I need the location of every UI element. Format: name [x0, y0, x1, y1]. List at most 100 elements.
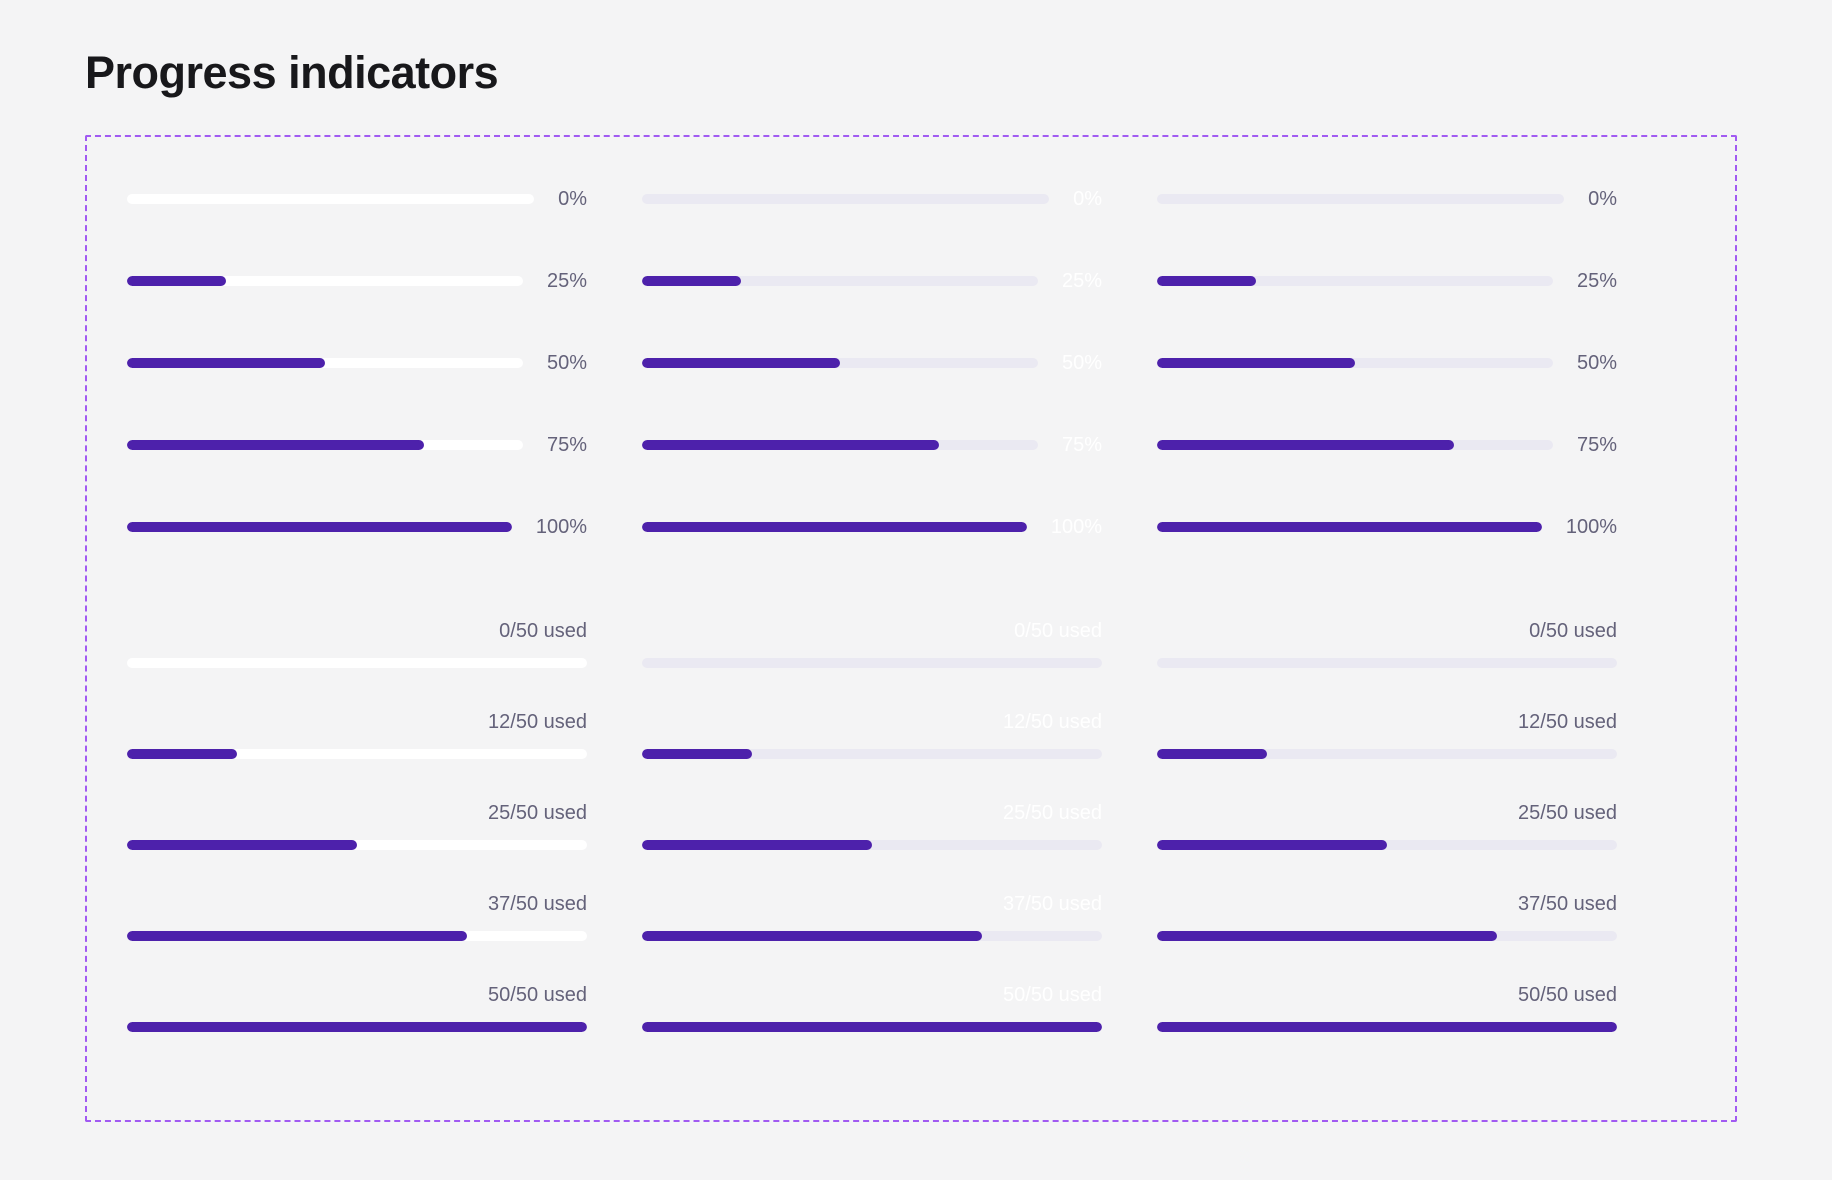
progress-fill: [1157, 358, 1355, 369]
progress-column-white-track-dark-label: 0% 25% 50% 75% 100% 0/50 used 12/50 used 25/50 …: [127, 158, 587, 1033]
progress-fill: [1157, 840, 1387, 851]
page: Progress indicators 0% 25% 50% 75% 100% 0/50 …: [85, 47, 1737, 1123]
progress-percent-label: 50%: [1576, 352, 1617, 375]
progress-fill: [642, 440, 939, 451]
percent-row: 100%: [127, 486, 587, 568]
percent-row: 75%: [642, 404, 1102, 486]
percent-row: 25%: [1157, 240, 1617, 322]
progress-percent-label: 0%: [1588, 188, 1617, 211]
progress-track: [642, 440, 1038, 451]
used-row: 25/50 used: [1157, 800, 1617, 851]
progress-percent-label: 50%: [1061, 352, 1102, 375]
progress-track: [642, 1022, 1102, 1033]
progress-track: [642, 194, 1050, 205]
progress-track: [642, 931, 1102, 942]
progress-track: [1157, 1022, 1617, 1033]
percent-row: 75%: [1157, 404, 1617, 486]
used-row: 50/50 used: [642, 982, 1102, 1033]
percent-row: 75%: [127, 404, 587, 486]
progress-used-label: 0/50 used: [1529, 620, 1617, 643]
percent-row: 0%: [1157, 158, 1617, 240]
progress-track: [127, 440, 523, 451]
progress-used-label: 50/50 used: [1518, 984, 1617, 1007]
progress-percent-label: 25%: [546, 270, 587, 293]
percent-row: 25%: [127, 240, 587, 322]
progress-fill: [642, 358, 840, 369]
percent-row: 50%: [127, 322, 587, 404]
used-row: 0/50 used: [642, 618, 1102, 669]
progress-used-label: 25/50 used: [1003, 802, 1102, 825]
progress-track: [1157, 440, 1553, 451]
progress-track: [642, 276, 1038, 287]
progress-used-label: 12/50 used: [488, 711, 587, 734]
progress-fill: [127, 749, 238, 760]
progress-fill: [642, 931, 983, 942]
progress-fill: [127, 1022, 587, 1033]
progress-percent-label: 75%: [1061, 434, 1102, 457]
progress-track: [1157, 931, 1617, 942]
progress-track: [1157, 840, 1617, 851]
percent-row: 50%: [1157, 322, 1617, 404]
used-row: 37/50 used: [127, 891, 587, 942]
used-row: 12/50 used: [1157, 709, 1617, 760]
progress-fill: [642, 276, 741, 287]
progress-percent-label: 0%: [1073, 188, 1102, 211]
progress-track: [642, 658, 1102, 669]
used-section: 0/50 used 12/50 used 25/50 used 37/50 used 5…: [127, 618, 587, 1033]
percent-row: 0%: [127, 158, 587, 240]
progress-used-label: 12/50 used: [1003, 711, 1102, 734]
progress-track: [642, 749, 1102, 760]
progress-fill: [1157, 276, 1256, 287]
progress-fill: [127, 840, 357, 851]
progress-percent-label: 100%: [1565, 516, 1617, 539]
page-title: Progress indicators: [85, 47, 499, 98]
progress-fill: [1157, 1022, 1617, 1033]
used-row: 50/50 used: [1157, 982, 1617, 1033]
progress-used-label: 37/50 used: [488, 893, 587, 916]
progress-track: [1157, 358, 1553, 369]
progress-track: [1157, 749, 1617, 760]
used-row: 37/50 used: [1157, 891, 1617, 942]
variants-board: 0% 25% 50% 75% 100% 0/50 used 12/50 used 25/50 …: [85, 135, 1737, 1123]
progress-percent-label: 100%: [535, 516, 587, 539]
progress-column-lavender-track-light-label: 0% 25% 50% 75% 100% 0/50 used 12/50 used 25/50 …: [642, 158, 1102, 1033]
progress-track: [127, 931, 587, 942]
progress-fill: [127, 276, 226, 287]
progress-fill: [642, 1022, 1102, 1033]
progress-fill: [1157, 522, 1542, 533]
used-row: 0/50 used: [127, 618, 587, 669]
progress-used-label: 25/50 used: [1518, 802, 1617, 825]
progress-percent-label: 25%: [1576, 270, 1617, 293]
percent-row: 25%: [642, 240, 1102, 322]
progress-fill: [1157, 931, 1498, 942]
used-section: 0/50 used 12/50 used 25/50 used 37/50 used 5…: [1157, 618, 1617, 1033]
percent-row: 50%: [642, 322, 1102, 404]
used-row: 37/50 used: [642, 891, 1102, 942]
used-row: 50/50 used: [127, 982, 587, 1033]
progress-fill: [127, 440, 424, 451]
progress-column-lavender-track-dark-label: 0% 25% 50% 75% 100% 0/50 used 12/50 used 25/50 …: [1157, 158, 1617, 1033]
progress-percent-label: 75%: [1576, 434, 1617, 457]
progress-fill: [1157, 440, 1454, 451]
progress-used-label: 50/50 used: [488, 984, 587, 1007]
progress-percent-label: 75%: [546, 434, 587, 457]
progress-track: [127, 276, 523, 287]
used-row: 25/50 used: [642, 800, 1102, 851]
progress-fill: [127, 358, 325, 369]
percent-row: 100%: [1157, 486, 1617, 568]
used-row: 0/50 used: [1157, 618, 1617, 669]
progress-track: [127, 1022, 587, 1033]
progress-percent-label: 50%: [546, 352, 587, 375]
progress-fill: [642, 840, 872, 851]
percent-row: 100%: [642, 486, 1102, 568]
used-row: 25/50 used: [127, 800, 587, 851]
progress-used-label: 37/50 used: [1003, 893, 1102, 916]
progress-track: [642, 840, 1102, 851]
progress-track: [642, 522, 1027, 533]
progress-used-label: 0/50 used: [1014, 620, 1102, 643]
used-section: 0/50 used 12/50 used 25/50 used 37/50 used 5…: [642, 618, 1102, 1033]
progress-track: [127, 522, 512, 533]
progress-percent-label: 100%: [1050, 516, 1102, 539]
progress-used-label: 0/50 used: [499, 620, 587, 643]
progress-fill: [127, 931, 468, 942]
